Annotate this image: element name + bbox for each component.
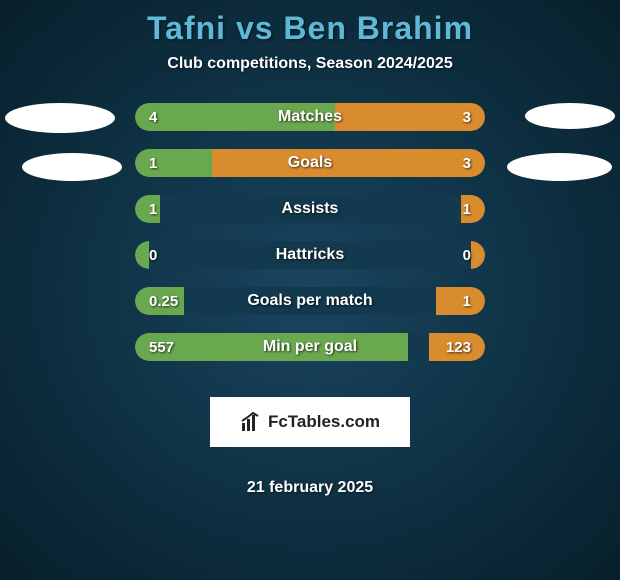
chart-icon [240, 411, 262, 433]
stat-row: 1 Goals 3 [135, 149, 485, 177]
footer-date: 21 february 2025 [247, 479, 373, 497]
stat-value-right: 0 [463, 247, 471, 264]
player-left-shadow-icon [22, 153, 122, 181]
stat-value-right: 3 [463, 155, 471, 172]
stat-label: Hattricks [135, 246, 485, 264]
stat-row: 0.25 Goals per match 1 [135, 287, 485, 315]
player-right-shadow-icon [525, 103, 615, 129]
player-right-shadow-icon [507, 153, 612, 181]
stat-value-right: 1 [463, 201, 471, 218]
stat-value-right: 1 [463, 293, 471, 310]
stat-label: Goals [135, 154, 485, 172]
stat-row: 557 Min per goal 123 [135, 333, 485, 361]
stat-value-right: 3 [463, 109, 471, 126]
stat-label: Matches [135, 108, 485, 126]
stats-area: 4 Matches 3 1 Goals 3 1 Assists 1 0 Hatt… [0, 103, 620, 497]
stat-value-right: 123 [446, 339, 471, 356]
stat-row: 4 Matches 3 [135, 103, 485, 131]
page-subtitle: Club competitions, Season 2024/2025 [167, 55, 452, 73]
branding-badge: FcTables.com [210, 397, 410, 447]
stat-row: 1 Assists 1 [135, 195, 485, 223]
player-left-shadow-icon [5, 103, 115, 133]
stat-label: Goals per match [135, 292, 485, 310]
branding-text: FcTables.com [268, 412, 380, 432]
stat-row: 0 Hattricks 0 [135, 241, 485, 269]
comparison-card: Tafni vs Ben Brahim Club competitions, S… [0, 0, 620, 497]
stat-label: Assists [135, 200, 485, 218]
page-title: Tafni vs Ben Brahim [147, 10, 473, 47]
stat-label: Min per goal [135, 338, 485, 356]
